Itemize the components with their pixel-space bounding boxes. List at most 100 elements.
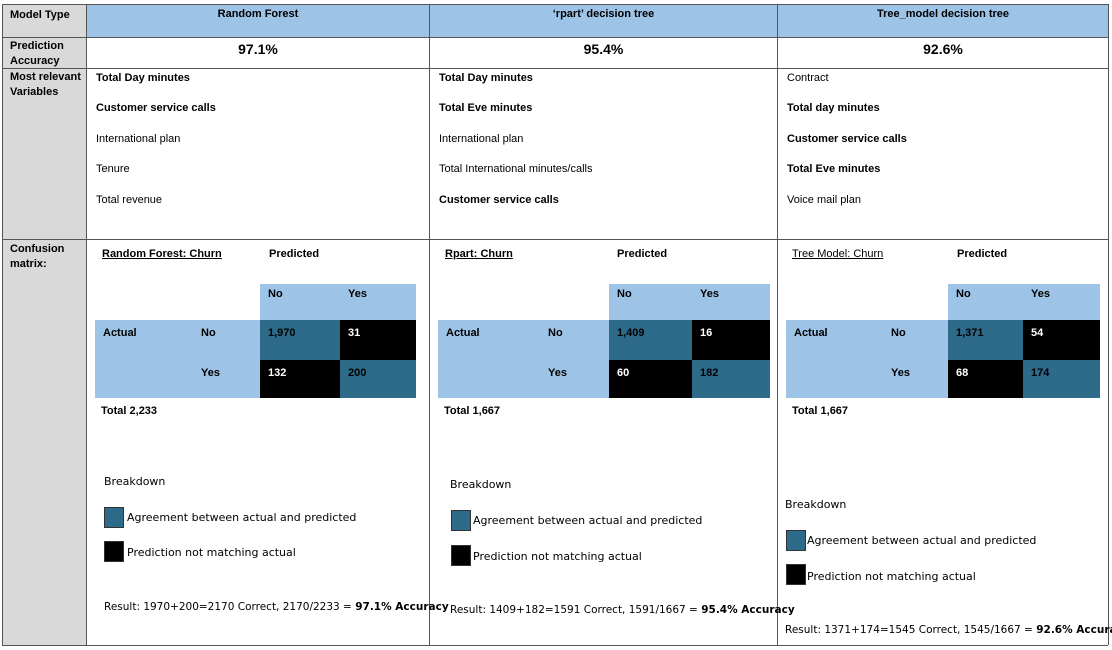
variable-item: Total revenue bbox=[96, 194, 163, 206]
result-accuracy: 95.4% Accuracy bbox=[701, 604, 795, 616]
variable-item: Total day minutes bbox=[787, 102, 880, 114]
label-confusion-matrix: Confusion matrix: bbox=[10, 243, 65, 270]
legend-black-swatch bbox=[451, 545, 471, 566]
result-accuracy: 97.1% Accuracy bbox=[355, 601, 449, 613]
variable-item: Contract bbox=[787, 72, 829, 84]
col-header-no: No bbox=[260, 284, 340, 320]
sidebar-bg-accuracy bbox=[3, 38, 86, 68]
variable-item: Tenure bbox=[96, 163, 130, 175]
variable-item: Total Eve minutes bbox=[787, 163, 881, 175]
breakdown-title: Breakdown bbox=[104, 475, 166, 488]
row-header-yes: Yes bbox=[540, 360, 609, 398]
variable-item: Customer service calls bbox=[787, 133, 907, 145]
header-bg-rpart bbox=[430, 5, 777, 37]
variable-item: Total Eve minutes bbox=[439, 102, 533, 114]
sidebar-bg-confusion bbox=[3, 240, 86, 645]
cell-false-positive: 54 bbox=[1023, 320, 1100, 360]
col-header-yes: Yes bbox=[692, 284, 770, 320]
header-bg-tree bbox=[778, 5, 1108, 37]
result-line: Result: 1371+174=1545 Correct, 1545/1667… bbox=[785, 624, 1112, 636]
row-header-no: No bbox=[540, 320, 609, 360]
breakdown-title: Breakdown bbox=[450, 478, 512, 491]
legend-mismatch: Prediction not matching actual bbox=[473, 550, 642, 563]
legend-agreement: Agreement between actual and predicted bbox=[127, 511, 357, 524]
legend-agreement: Agreement between actual and predicted bbox=[473, 514, 703, 527]
sidebar-bg-model-type bbox=[3, 5, 86, 37]
grid-line-bottom bbox=[2, 645, 1108, 646]
legend-mismatch: Prediction not matching actual bbox=[127, 546, 296, 559]
legend-teal-swatch bbox=[451, 510, 471, 531]
cell-false-negative: 68 bbox=[948, 360, 1023, 398]
row-header-no: No bbox=[193, 320, 260, 360]
accuracy-tree-model: 92.6% bbox=[923, 41, 963, 57]
grid-line-top bbox=[2, 4, 1108, 5]
grid-vline-1 bbox=[86, 4, 87, 645]
confusion-title: Rpart: Churn bbox=[445, 248, 513, 260]
predicted-label: Predicted bbox=[269, 248, 320, 260]
variable-item: International plan bbox=[439, 133, 524, 145]
result-text: Result: 1970+200=2170 Correct, 2170/2233… bbox=[104, 601, 356, 613]
result-line: Result: 1409+182=1591 Correct, 1591/1667… bbox=[450, 604, 795, 616]
column-title-random-forest: Random Forest bbox=[217, 8, 299, 20]
variable-item: Customer service calls bbox=[439, 194, 559, 206]
cell-true-positive: 200 bbox=[340, 360, 416, 398]
variable-item: Total International minutes/calls bbox=[439, 163, 593, 175]
legend-agreement: Agreement between actual and predicted bbox=[807, 534, 1037, 547]
predicted-label: Predicted bbox=[957, 248, 1008, 260]
label-prediction-accuracy: Prediction Accuracy bbox=[10, 40, 64, 67]
cell-false-negative: 60 bbox=[609, 360, 692, 398]
grid-line-3 bbox=[2, 239, 1108, 240]
cell-false-negative: 132 bbox=[260, 360, 340, 398]
variable-item: Total Day minutes bbox=[439, 72, 533, 84]
row-header-actual: Actual bbox=[786, 320, 883, 398]
header-bg-rf bbox=[87, 5, 429, 37]
result-line: Result: 1970+200=2170 Correct, 2170/2233… bbox=[104, 601, 449, 613]
variable-item: Voice mail plan bbox=[787, 194, 861, 206]
row-header-yes: Yes bbox=[883, 360, 948, 398]
sidebar-bg-variables bbox=[3, 69, 86, 239]
total-count: Total 2,233 bbox=[101, 405, 158, 417]
accuracy-random-forest: 97.1% bbox=[238, 41, 278, 57]
legend-teal-swatch bbox=[786, 530, 806, 551]
cell-true-positive: 182 bbox=[692, 360, 770, 398]
predicted-label: Predicted bbox=[617, 248, 668, 260]
result-text: Result: 1371+174=1545 Correct, 1545/1667… bbox=[785, 624, 1037, 636]
grid-vline-4 bbox=[1108, 4, 1109, 645]
grid-line-2 bbox=[2, 68, 1108, 69]
grid-vline-3 bbox=[777, 4, 778, 645]
cell-true-positive: 174 bbox=[1023, 360, 1100, 398]
result-text: Result: 1409+182=1591 Correct, 1591/1667… bbox=[450, 604, 702, 616]
legend-teal-swatch bbox=[104, 507, 124, 528]
label-most-relevant: Most relevant Variables bbox=[10, 71, 81, 98]
legend-mismatch: Prediction not matching actual bbox=[807, 570, 976, 583]
grid-vline-2 bbox=[429, 4, 430, 645]
grid-vline-0 bbox=[2, 4, 3, 645]
total-count: Total 1,667 bbox=[444, 405, 501, 417]
legend-black-swatch bbox=[104, 541, 124, 562]
total-count: Total 1,667 bbox=[792, 405, 849, 417]
cell-true-negative: 1,371 bbox=[948, 320, 1023, 360]
column-title-rpart: ‘rpart’ decision tree bbox=[552, 8, 655, 20]
grid-line-1 bbox=[2, 37, 1108, 38]
cell-false-positive: 16 bbox=[692, 320, 770, 360]
col-header-yes: Yes bbox=[340, 284, 416, 320]
cell-true-negative: 1,409 bbox=[609, 320, 692, 360]
variable-item: Customer service calls bbox=[96, 102, 216, 114]
confusion-title: Tree Model: Churn bbox=[792, 248, 884, 260]
legend-black-swatch bbox=[786, 564, 806, 585]
row-header-yes: Yes bbox=[193, 360, 260, 398]
variable-item: Total Day minutes bbox=[96, 72, 190, 84]
col-header-yes: Yes bbox=[1023, 284, 1100, 320]
breakdown-title: Breakdown bbox=[785, 498, 847, 511]
row-header-no: No bbox=[883, 320, 948, 360]
variable-item: International plan bbox=[96, 133, 181, 145]
column-title-tree-model: Tree_model decision tree bbox=[876, 8, 1010, 20]
row-header-actual: Actual bbox=[95, 320, 193, 398]
cell-false-positive: 31 bbox=[340, 320, 416, 360]
col-header-no: No bbox=[609, 284, 692, 320]
result-accuracy: 92.6% Accuracy bbox=[1036, 624, 1112, 636]
cell-true-negative: 1,970 bbox=[260, 320, 340, 360]
col-header-no: No bbox=[948, 284, 1023, 320]
label-model-type: Model Type bbox=[10, 9, 70, 21]
row-header-actual: Actual bbox=[438, 320, 540, 398]
